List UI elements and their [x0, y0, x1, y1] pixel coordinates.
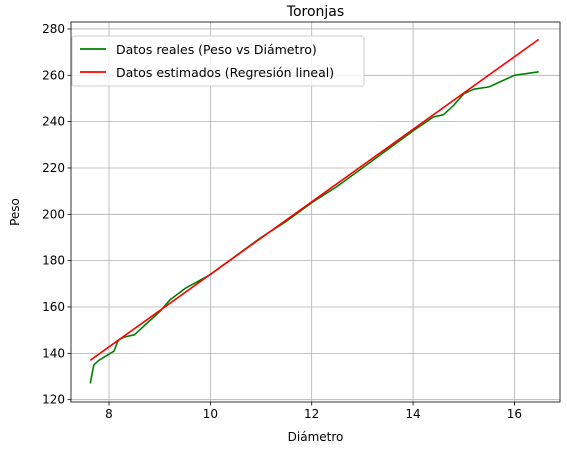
- x-tick-label: 8: [105, 407, 113, 421]
- x-tick-label: 16: [507, 407, 522, 421]
- chart-title: Toronjas: [286, 4, 344, 20]
- series-lines: [89, 38, 540, 384]
- x-tick-label: 14: [405, 407, 420, 421]
- y-tick-label: 200: [42, 207, 65, 221]
- y-tick-label: 120: [42, 393, 65, 407]
- x-tick-label: 10: [203, 407, 218, 421]
- legend-label-estimated: Datos estimados (Regresión lineal): [116, 65, 334, 80]
- plot-frame: [70, 21, 561, 403]
- legend: Datos reales (Peso vs Diámetro) Datos es…: [71, 35, 365, 87]
- y-tick-label: 260: [42, 68, 65, 82]
- legend-label-real: Datos reales (Peso vs Diámetro): [116, 42, 317, 57]
- x-tick-label: 12: [304, 407, 319, 421]
- y-tick-label: 220: [42, 161, 65, 175]
- legend-box: [71, 35, 365, 87]
- y-tick-label: 160: [42, 300, 65, 314]
- y-axis-ticks: 120 140 160 180 200 220 240 260 280: [42, 22, 71, 407]
- y-tick-label: 240: [42, 115, 65, 129]
- y-tick-label: 140: [42, 346, 65, 360]
- y-tick-label: 280: [42, 22, 65, 36]
- x-axis-label: Diámetro: [288, 430, 344, 444]
- y-tick-label: 180: [42, 254, 65, 268]
- x-axis-ticks: 8 10 12 14 16: [105, 402, 522, 421]
- series-line-real: [89, 71, 539, 384]
- series-line-estimated: [89, 38, 540, 361]
- y-axis-label: Peso: [8, 198, 22, 226]
